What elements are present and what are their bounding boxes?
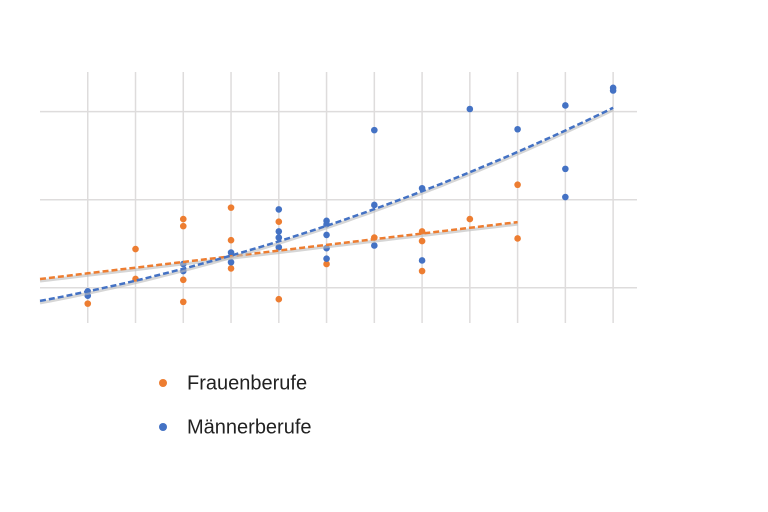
point — [371, 242, 378, 249]
point — [275, 295, 283, 303]
point — [227, 204, 235, 211]
point — [466, 105, 474, 113]
point — [371, 126, 378, 134]
point — [466, 215, 474, 223]
point — [323, 255, 330, 263]
trendline-shadow — [39, 222, 518, 283]
point — [179, 215, 187, 223]
point — [84, 300, 92, 307]
point — [609, 87, 617, 94]
point — [227, 265, 235, 272]
point — [418, 257, 426, 264]
point — [179, 298, 187, 306]
trendlines — [39, 106, 614, 305]
point — [179, 276, 187, 284]
point — [514, 235, 521, 242]
point — [275, 228, 283, 235]
point — [514, 125, 521, 133]
point — [418, 237, 426, 245]
legend-marker — [159, 379, 167, 387]
trendline — [39, 220, 518, 281]
legend-label: Männerberufe — [187, 416, 312, 438]
point — [418, 267, 426, 275]
point — [514, 181, 521, 189]
point — [275, 243, 283, 251]
point — [275, 206, 283, 213]
point — [227, 258, 235, 266]
point — [562, 193, 569, 201]
point — [371, 201, 378, 209]
point — [323, 260, 330, 268]
point — [275, 234, 283, 241]
point — [323, 231, 330, 239]
point — [562, 102, 569, 109]
point — [275, 218, 283, 226]
point — [227, 236, 235, 244]
legend-label: Frauenberufe — [187, 372, 307, 394]
trendline-shadow — [39, 108, 614, 305]
point — [562, 165, 569, 173]
point — [132, 245, 139, 253]
point — [179, 222, 187, 230]
legend-marker — [159, 423, 167, 431]
